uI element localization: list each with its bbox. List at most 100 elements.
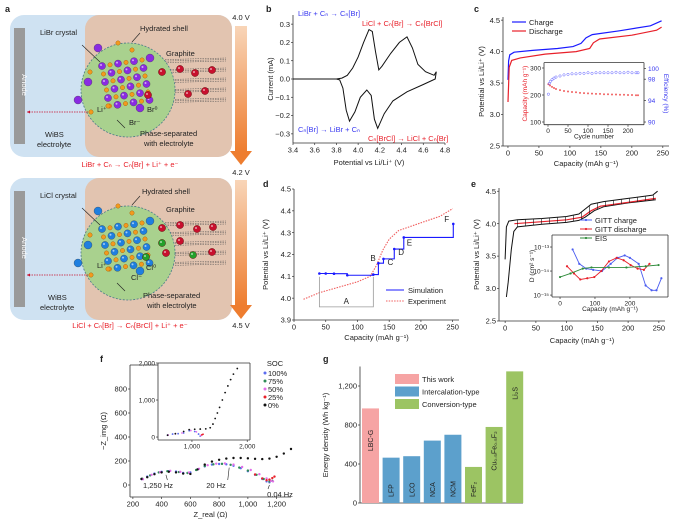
capacity-point: [583, 92, 585, 95]
efficiency-point: [566, 72, 570, 76]
inset-point-100%: [171, 433, 174, 435]
sphere-highlight: [178, 239, 180, 241]
gitt-charge-curve: [504, 190, 658, 260]
efficiency-point: [582, 71, 586, 75]
data-point: [623, 254, 626, 257]
legend-swatch: [395, 374, 419, 384]
li-ion-label: Li⁺: [97, 105, 107, 114]
halogen-neutral-label: Cl⁰: [146, 263, 156, 272]
efficiency-point: [546, 92, 550, 96]
inset-point-0%: [221, 399, 224, 401]
li-ion-sphere: [133, 66, 138, 72]
sphere-highlight: [109, 233, 112, 236]
capacity-point: [623, 93, 625, 96]
halogen-sphere: [162, 249, 170, 257]
li-ion-sphere: [139, 220, 145, 226]
sphere-highlight: [138, 91, 140, 94]
inset-point-0%: [232, 373, 235, 376]
series-discharge: [507, 26, 662, 103]
schematic-licl-labels: LiCl crystal Hydrated shell Graphite Li⁺…: [20, 187, 200, 330]
sphere-highlight: [103, 80, 105, 82]
li-ion-sphere: [104, 250, 109, 256]
chart-e: 0 50 100 150 200 250 2.5 3.0 3.5 4.0 4.5 Capacity (…: [472, 187, 668, 345]
capacity-point: [553, 86, 555, 89]
data-point: [660, 277, 663, 280]
efficiency-point: [634, 71, 638, 75]
inset-point-100%: [193, 430, 196, 433]
impedance-point-50%: [249, 468, 252, 472]
li-ion-sphere: [139, 57, 145, 63]
voltage-label-start: 4.0 V: [232, 13, 250, 22]
anion-sphere: [129, 261, 138, 270]
data-point: [607, 260, 611, 263]
sphere-highlight: [210, 68, 212, 70]
impedance-point-25%: [271, 476, 274, 480]
electrolyte-label-1: WiBS: [48, 293, 67, 302]
y-tick-label: 4.2: [281, 250, 291, 259]
inset-point-50%: [195, 430, 198, 433]
sphere-highlight: [100, 64, 102, 66]
data-point: [592, 268, 595, 271]
capacity-point: [637, 94, 639, 97]
data-point: [558, 275, 562, 279]
legend-label: 50%: [268, 385, 283, 394]
anion-sphere: [136, 89, 144, 97]
point-label-F: F: [444, 215, 449, 224]
y-tick-label: 2.5: [490, 142, 500, 151]
sphere-highlight: [144, 255, 146, 257]
legend-label: GITT charge: [595, 216, 637, 225]
y-tick-label: 1,000: [139, 397, 156, 404]
y-tick-label: 3.0: [486, 284, 496, 293]
data-point: [590, 266, 593, 269]
inset-point-0%: [182, 430, 185, 433]
voltage-arrowhead-1: [230, 151, 252, 165]
inset-point-50%: [189, 429, 192, 432]
phase-label-2: with electrolyte: [146, 301, 197, 310]
chart-c: 0 50 100 150 200 250 2.5 3.0 3.5 4.0 4.5 Capacity (…: [477, 16, 669, 168]
cv-annotation-4: Cₙ[BrCl] → LiCl + Cₙ[Br]: [368, 134, 448, 143]
capacity-point: [575, 91, 577, 94]
inset-point-0%: [229, 378, 232, 381]
impedance-point-75%: [220, 462, 224, 466]
phase-label-1: Phase-separated: [140, 129, 197, 138]
y-tick-label: 10⁻¹³: [534, 244, 550, 251]
halogen-sphere: [144, 91, 152, 99]
impedance-point-0%: [217, 458, 221, 461]
anode-bar: [14, 191, 25, 307]
impedance-point-25%: [261, 477, 264, 480]
x-tick-label: 3.8: [331, 146, 341, 155]
x-tick-label: 1,000: [238, 500, 257, 509]
impedance-point-0%: [203, 463, 206, 466]
y-tick-label: 2.5: [486, 317, 496, 326]
inset-point-0%: [199, 428, 202, 430]
halogen-sphere: [189, 251, 197, 259]
anion-sphere: [110, 85, 119, 93]
simulation-point: [346, 273, 349, 277]
x-axis-label: Cycle number: [574, 134, 615, 141]
simulation-point: [451, 222, 455, 226]
y2-tick-label: 90: [648, 119, 656, 126]
series-charge: [507, 20, 662, 80]
li-ion-sphere: [87, 69, 93, 75]
data-point: [581, 267, 584, 270]
y-tick-label: 3.9: [281, 316, 291, 325]
bar-label: Cu₀.₅Fe₀.₅F₂: [492, 431, 499, 471]
y-tick-label: 4.5: [486, 187, 496, 196]
data-point: [644, 284, 647, 287]
simulation-point: [402, 236, 406, 239]
halogen-sphere: [208, 248, 216, 256]
anion-sphere: [133, 73, 141, 81]
x-tick-label: 200: [622, 324, 635, 333]
li-ion-sphere: [110, 241, 116, 247]
phase-label-2: with electrolyte: [143, 139, 194, 148]
sphere-highlight: [125, 231, 128, 234]
sphere-highlight: [211, 225, 213, 227]
impedance-point-0%: [153, 473, 156, 476]
y-tick-label: 4.1: [281, 272, 291, 281]
li-ion-sphere: [126, 239, 132, 244]
sphere-highlight: [146, 93, 148, 95]
capacity-point: [579, 91, 581, 94]
impedance-point-50%: [215, 462, 218, 465]
bar-label: FeF₂: [471, 482, 478, 497]
y-tick-label: −0.3: [275, 129, 290, 138]
